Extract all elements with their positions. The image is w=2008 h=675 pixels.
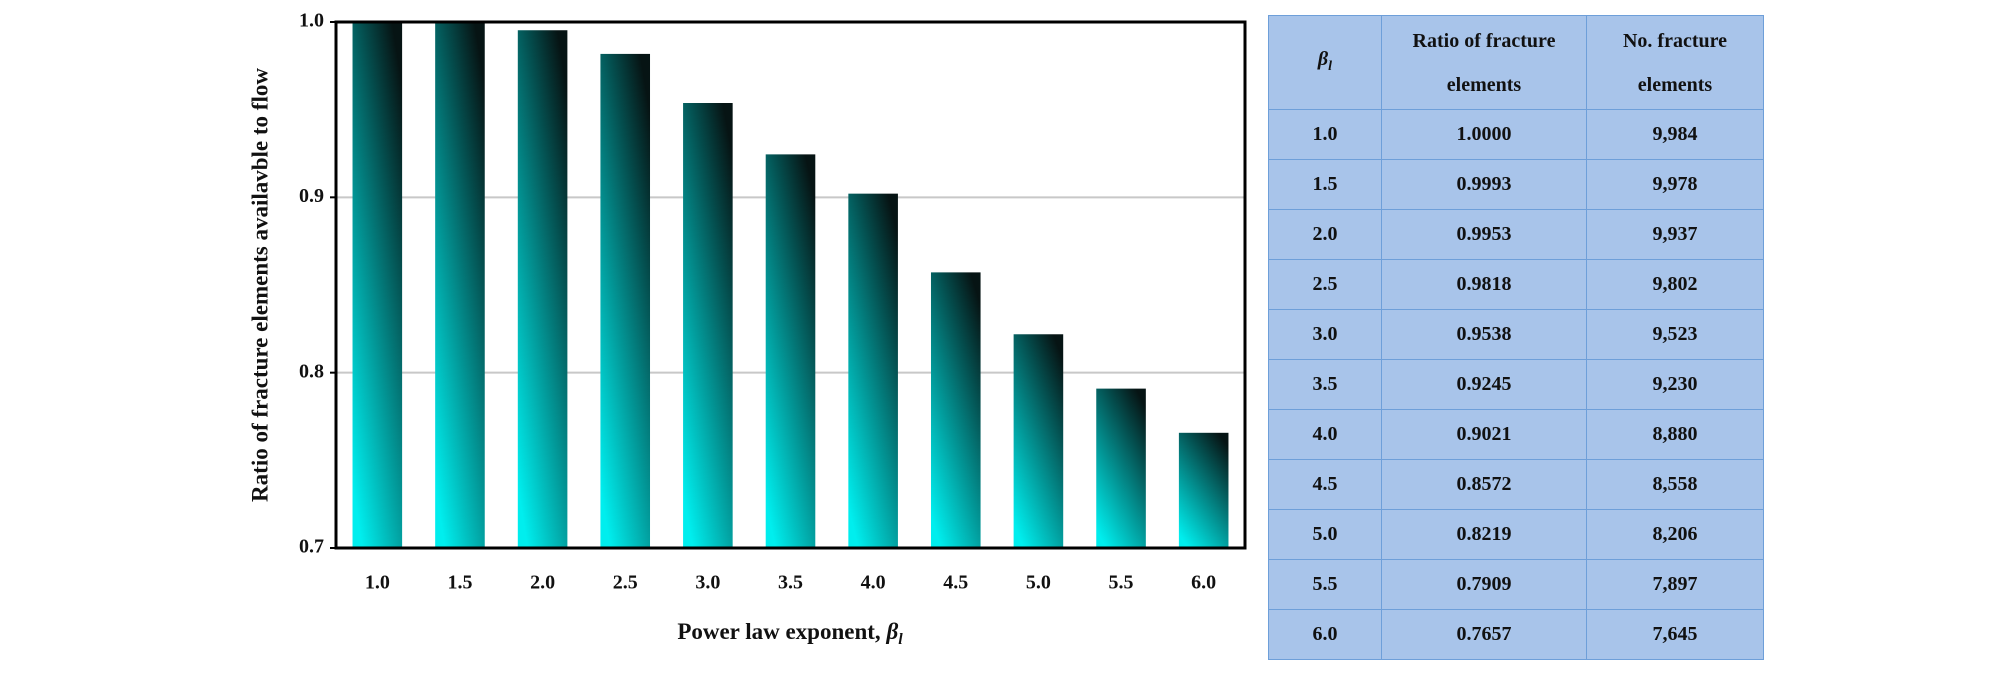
y-tick-label: 0.8 xyxy=(299,360,324,382)
table-cell: 7,645 xyxy=(1586,609,1764,660)
bar xyxy=(1013,334,1064,548)
table-cell: 8,880 xyxy=(1586,409,1764,460)
table-row: 6.0 0.7657 7,645 xyxy=(1268,609,1764,660)
table-cell: 9,937 xyxy=(1586,209,1764,260)
bar xyxy=(683,103,733,548)
bar xyxy=(600,53,651,548)
table-cell: 9,230 xyxy=(1586,359,1764,410)
x-label-symbol: β xyxy=(885,619,898,644)
bar xyxy=(352,22,403,548)
plot-frame xyxy=(334,20,1247,550)
bar xyxy=(1178,432,1229,548)
table-cell: 7,897 xyxy=(1586,559,1764,610)
bar xyxy=(765,154,816,549)
header-row: βl Ratio of fracture elements No. fractu… xyxy=(1268,15,1764,110)
table-row: 4.5 0.8572 8,558 xyxy=(1268,459,1764,510)
table-row: 1.5 0.9993 9,978 xyxy=(1268,159,1764,210)
header-symbol: β xyxy=(1317,47,1329,70)
x-tick-label: 3.0 xyxy=(695,572,720,594)
table-cell: 0.7657 xyxy=(1381,609,1587,660)
y-tick-label: 1.0 xyxy=(299,10,324,32)
table-cell: 9,802 xyxy=(1586,259,1764,310)
table-cell: 1.5 xyxy=(1268,159,1382,210)
header-cell: Ratio of fracture elements xyxy=(1381,15,1587,110)
table-cell: 0.9953 xyxy=(1381,209,1587,260)
table-cell: 0.9818 xyxy=(1381,259,1587,310)
table-row: 4.0 0.9021 8,880 xyxy=(1268,409,1764,460)
table-cell: 5.0 xyxy=(1268,509,1382,560)
table-cell: 9,978 xyxy=(1586,159,1764,210)
table-row: 5.5 0.7909 7,897 xyxy=(1268,559,1764,610)
table-cell: 9,984 xyxy=(1586,109,1764,160)
x-tick-label: 1.5 xyxy=(447,572,472,594)
x-label-subscript: l xyxy=(898,631,903,648)
bar xyxy=(1096,388,1146,548)
table-row: 3.5 0.9245 9,230 xyxy=(1268,359,1764,410)
bar xyxy=(517,30,568,549)
x-tick-label: 5.0 xyxy=(1026,572,1051,594)
y-tick-label: 0.7 xyxy=(299,536,324,558)
table-cell: 3.5 xyxy=(1268,359,1382,410)
x-tick-label: 2.0 xyxy=(530,572,555,594)
table-cell: 0.9993 xyxy=(1381,159,1587,210)
chart: Ratio of fracture elements availavble to… xyxy=(247,10,1247,648)
table-cell: 4.0 xyxy=(1268,409,1382,460)
table-cell: 1.0 xyxy=(1268,109,1382,160)
x-tick-label: 2.5 xyxy=(613,572,638,594)
header-cell: No. fracture elements xyxy=(1586,15,1764,110)
table-cell: 4.5 xyxy=(1268,459,1382,510)
table-cell: 0.8572 xyxy=(1381,459,1587,510)
header-cell: βl xyxy=(1268,15,1382,110)
table-cell: 0.9021 xyxy=(1381,409,1587,460)
table-cell: 0.9245 xyxy=(1381,359,1587,410)
bar xyxy=(930,272,981,548)
x-label-text: Power law exponent, xyxy=(677,619,880,644)
table-cell: 0.9538 xyxy=(1381,309,1587,360)
table-cell: 1.0000 xyxy=(1381,109,1587,160)
y-tick-label: 0.9 xyxy=(299,185,324,207)
table-cell: 6.0 xyxy=(1268,609,1382,660)
x-tick-label: 5.5 xyxy=(1109,572,1134,594)
bar xyxy=(848,193,898,548)
data-table: βl Ratio of fracture elements No. fractu… xyxy=(1268,15,1764,660)
table-cell: 3.0 xyxy=(1268,309,1382,360)
table-row: 2.0 0.9953 9,937 xyxy=(1268,209,1764,260)
table-cell: 5.5 xyxy=(1268,559,1382,610)
table-cell: 8,558 xyxy=(1586,459,1764,510)
table-row: 5.0 0.8219 8,206 xyxy=(1268,509,1764,560)
header-subscript: l xyxy=(1328,58,1333,74)
bar xyxy=(435,23,485,548)
table-cell: 0.7909 xyxy=(1381,559,1587,610)
x-tick-label: 4.0 xyxy=(861,572,886,594)
table-cell: 0.8219 xyxy=(1381,509,1587,560)
table-row: 2.5 0.9818 9,802 xyxy=(1268,259,1764,310)
table-row: 3.0 0.9538 9,523 xyxy=(1268,309,1764,360)
y-axis-label: Ratio of fracture elements availavble to… xyxy=(247,68,272,502)
x-axis-label: Power law exponent, βl xyxy=(677,619,903,647)
x-tick-label: 3.5 xyxy=(778,572,803,594)
table-cell: 2.0 xyxy=(1268,209,1382,260)
x-tick-label: 1.0 xyxy=(365,572,390,594)
table-cell: 2.5 xyxy=(1268,259,1382,310)
table-cell: 8,206 xyxy=(1586,509,1764,560)
table-cell: 9,523 xyxy=(1586,309,1764,360)
x-tick-label: 6.0 xyxy=(1191,572,1216,594)
x-tick-label: 4.5 xyxy=(943,572,968,594)
table-row: 1.0 1.0000 9,984 xyxy=(1268,109,1764,160)
